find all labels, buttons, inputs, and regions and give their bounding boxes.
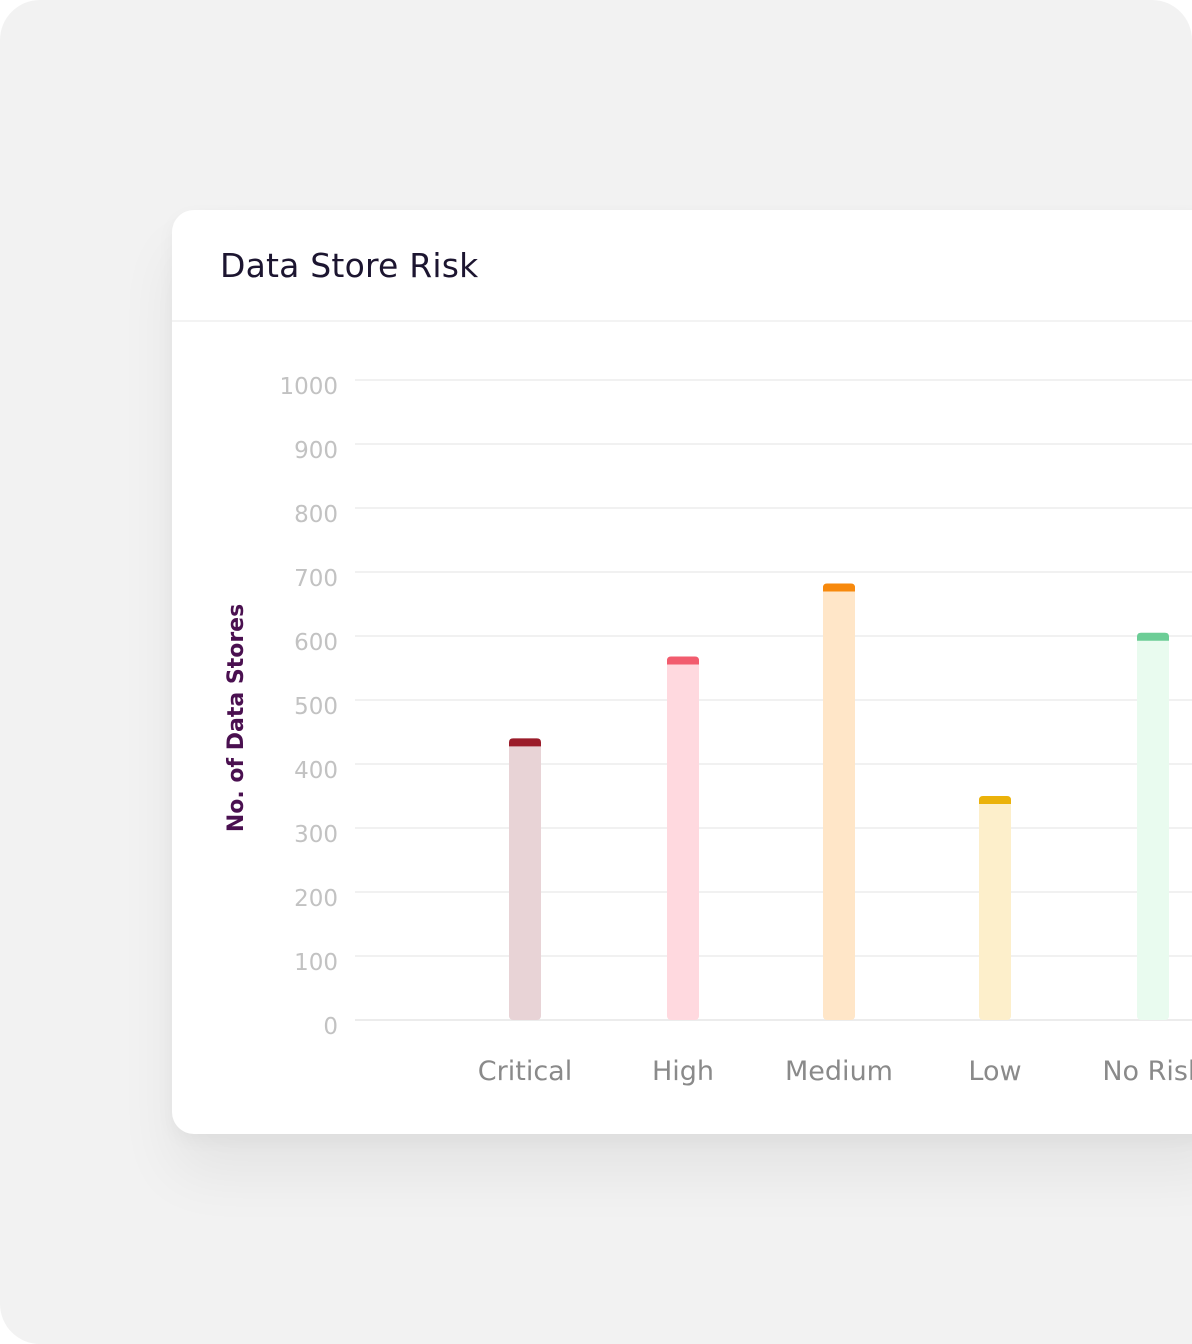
- y-tick-label: 400: [294, 758, 338, 784]
- bar-medium: [823, 583, 855, 1020]
- card-header: Data Store Risk: [172, 210, 1192, 322]
- bar-no-risk: [1137, 632, 1169, 1020]
- chart-card: Data Store Risk 0 100 200 300 400 500 600 700 80…: [172, 210, 1192, 1134]
- x-category-label: Medium: [785, 1056, 893, 1087]
- y-tick-label: 600: [294, 630, 338, 656]
- y-tick-label: 700: [294, 566, 338, 592]
- bar-low: [979, 796, 1011, 1020]
- card-title: Data Store Risk: [220, 246, 479, 285]
- x-category-label: High: [652, 1056, 714, 1087]
- y-tick-label: 300: [294, 822, 338, 848]
- y-tick-label: 900: [294, 438, 338, 464]
- bar-cap-critical: [509, 738, 541, 747]
- x-category-label: Low: [968, 1056, 1021, 1087]
- bar-cap-high: [667, 656, 699, 665]
- y-tick-label: 200: [294, 886, 338, 912]
- bar-critical: [509, 738, 541, 1020]
- bar-chart: 0 100 200 300 400 500 600 700 800 900 1000 No. of D…: [224, 374, 1192, 1087]
- y-axis-title: No. of Data Stores: [224, 604, 249, 832]
- bar-cap-no-risk: [1137, 632, 1169, 641]
- bar-high: [667, 656, 699, 1020]
- x-category-label: No Risk: [1102, 1056, 1192, 1087]
- bar-cap-low: [979, 796, 1011, 804]
- y-tick-label: 100: [294, 950, 338, 976]
- y-tick-label: 0: [323, 1014, 338, 1040]
- y-tick-label: 800: [294, 502, 338, 528]
- y-tick-label: 500: [294, 694, 338, 720]
- x-category-label: Critical: [478, 1056, 572, 1087]
- bar-cap-medium: [823, 583, 855, 592]
- y-tick-label: 1000: [279, 374, 338, 400]
